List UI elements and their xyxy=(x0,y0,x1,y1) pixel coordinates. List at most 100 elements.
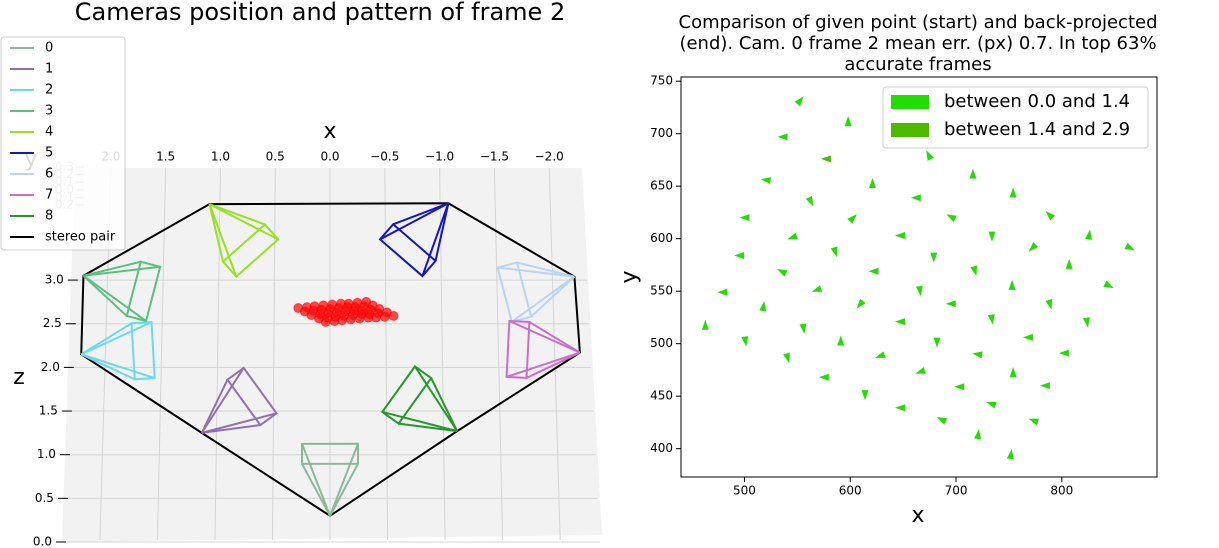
legend-label: 1 xyxy=(45,62,53,77)
x-tick-label: 600 xyxy=(839,484,862,498)
z-tick-label: 2.0 xyxy=(41,360,60,374)
camera xyxy=(80,321,156,381)
arrow xyxy=(1083,317,1090,328)
camera-edge xyxy=(301,463,331,517)
camera-edge xyxy=(209,203,279,241)
arrow xyxy=(930,252,938,263)
arrow xyxy=(954,383,965,391)
camera xyxy=(200,366,278,434)
arrow xyxy=(972,351,983,359)
arrow xyxy=(945,300,956,308)
chart-title: (end). Cam. 0 frame 2 mean err. (px) 0.7… xyxy=(679,33,1156,54)
arrow xyxy=(805,195,814,207)
pattern-point xyxy=(379,311,390,322)
arrow xyxy=(787,232,798,240)
arrow xyxy=(1028,418,1040,426)
camera-edge xyxy=(526,351,581,379)
grid-line xyxy=(439,167,446,541)
plot-panel xyxy=(62,168,602,542)
arrow xyxy=(1028,242,1039,252)
camera-edge xyxy=(382,410,458,433)
camera-edge xyxy=(511,275,575,323)
camera-edge xyxy=(506,351,581,378)
arrow xyxy=(777,268,788,277)
z-tick-label: 3.0 xyxy=(45,273,64,287)
camera-edge xyxy=(392,202,449,226)
arrow xyxy=(1103,280,1114,289)
arrow xyxy=(1009,187,1017,198)
x-tick-label: −1.5 xyxy=(480,150,509,164)
arrow xyxy=(777,133,788,141)
x-tick-label: 0.0 xyxy=(320,150,339,164)
camera-edge xyxy=(414,365,458,432)
arrow xyxy=(1045,210,1056,221)
camera-edge xyxy=(80,353,136,381)
arrow xyxy=(1045,299,1053,310)
camera-edge xyxy=(80,322,133,356)
arrow xyxy=(734,251,745,259)
camera-edge xyxy=(329,463,359,517)
arrow xyxy=(856,298,866,309)
x-tick-label: 1.5 xyxy=(156,150,175,164)
arrow xyxy=(818,373,829,381)
stereo-pair-line xyxy=(80,202,581,517)
camera-edge xyxy=(516,261,575,278)
camera-edge xyxy=(201,412,277,434)
arrow xyxy=(847,214,857,224)
y-tick-label: 500 xyxy=(650,336,673,350)
camera-edge xyxy=(301,443,331,517)
arrow xyxy=(837,335,845,346)
grid-line xyxy=(548,167,561,541)
pattern-point xyxy=(337,315,348,326)
arrow xyxy=(739,214,750,222)
x-axis-label: x xyxy=(323,119,336,144)
legend-label: 3 xyxy=(45,104,53,119)
x-tick-label: 800 xyxy=(1050,484,1073,498)
camera-edge xyxy=(398,422,458,433)
pattern-point xyxy=(345,314,356,325)
pattern-point xyxy=(388,310,399,321)
camera-edge xyxy=(379,202,449,241)
arrow xyxy=(933,337,941,348)
y-tick-label: 400 xyxy=(650,441,673,455)
legend-box xyxy=(882,86,1149,149)
arrow xyxy=(1008,279,1016,290)
arrow xyxy=(830,246,838,258)
legend-label: 0 xyxy=(45,41,53,56)
arrow xyxy=(1022,333,1033,341)
z-tick-label: 0.0 xyxy=(33,535,52,548)
z-axis-label: z xyxy=(13,365,25,390)
camera-edge xyxy=(530,275,576,318)
y-tick-label: 450 xyxy=(650,389,673,403)
camera-edge xyxy=(82,274,147,322)
camera-edge xyxy=(82,274,128,317)
camera xyxy=(208,203,280,278)
camera xyxy=(82,260,162,323)
arrow xyxy=(844,116,852,127)
pattern-point xyxy=(354,313,365,324)
legend-label: 8 xyxy=(45,209,53,224)
arrow xyxy=(1065,258,1073,269)
legend-label: 7 xyxy=(45,188,53,203)
legend-label: 4 xyxy=(45,125,53,140)
camera-edge xyxy=(329,443,359,517)
camera xyxy=(378,202,450,278)
arrow xyxy=(894,404,905,412)
legend-label: 2 xyxy=(45,83,53,98)
arrow xyxy=(875,351,886,359)
arrow xyxy=(915,285,923,297)
camera-edge xyxy=(528,321,581,354)
camera-edge xyxy=(208,203,225,262)
camera xyxy=(505,319,581,379)
arrow xyxy=(811,285,823,292)
arrow xyxy=(1085,229,1093,240)
x-tick-label: 1.0 xyxy=(211,150,230,164)
camera-edge xyxy=(83,265,161,277)
arrow xyxy=(974,429,981,440)
x-tick-label: −1.0 xyxy=(425,150,454,164)
arrow xyxy=(894,232,905,240)
legend-label: 6 xyxy=(45,167,53,182)
arrow xyxy=(1039,382,1050,390)
arrow xyxy=(926,150,934,161)
